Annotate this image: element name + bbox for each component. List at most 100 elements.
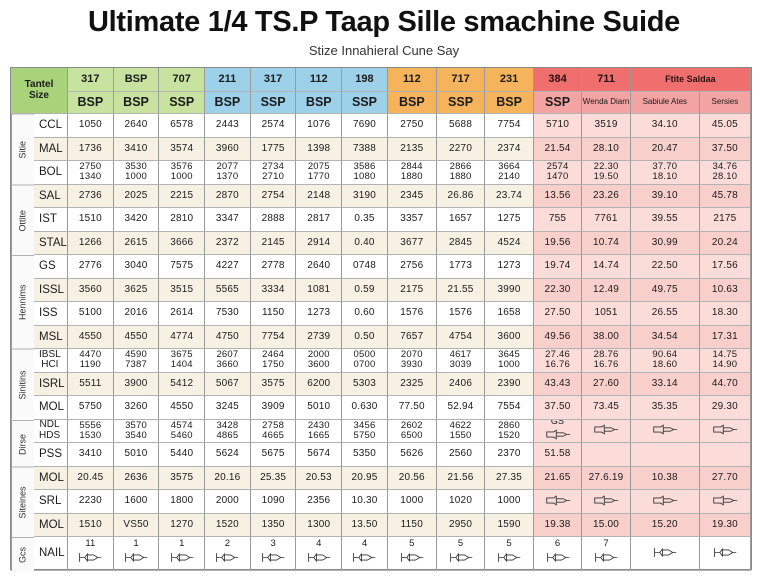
table-cell: 2870 — [205, 184, 251, 208]
table-cell: 6200 — [296, 372, 343, 396]
header-bottom-cell: Sabiule Ates — [630, 92, 700, 114]
table-cell — [582, 490, 631, 514]
table-cell: 19.74 — [533, 255, 583, 279]
table-cell: 7388 — [342, 137, 388, 161]
table-cell: 52.94 — [436, 396, 486, 420]
table-cell: 21.54 — [533, 137, 583, 161]
table-cell: 13.50 — [342, 513, 388, 537]
table-cell — [699, 419, 751, 443]
table-cell: 34.76 28.10 — [699, 161, 751, 185]
table-cell: 0.630 — [342, 396, 388, 420]
table-cell: 3576 1000 — [159, 161, 206, 185]
table-cell: 3357 — [387, 208, 437, 232]
table-cell: 2025 — [113, 184, 160, 208]
table-cell: 2754 — [250, 184, 297, 208]
table-cell: 22.30 — [533, 278, 583, 302]
table-cell: 2614 — [159, 302, 206, 326]
table-cell: 29.30 — [699, 396, 751, 420]
table-cell: 43.43 — [533, 372, 583, 396]
table-cell: 1300 — [296, 513, 343, 537]
table-cell: 2372 — [205, 231, 251, 255]
table-cell: 1736 — [68, 137, 114, 161]
table-cell: 15.20 — [630, 513, 700, 537]
row-label: SRL — [34, 490, 68, 514]
table-cell: 5674 — [296, 443, 343, 467]
header-bottom-cell: SSP — [436, 92, 486, 114]
table-cell: 2374 — [485, 137, 534, 161]
table-cell: 10.38 — [630, 466, 700, 490]
table-cell: 2914 — [296, 231, 343, 255]
table-cell: 2636 — [113, 466, 160, 490]
table-cell: 7575 — [159, 255, 206, 279]
row-label: SAL — [34, 184, 68, 208]
tap-plug-icon — [713, 424, 738, 435]
tap-plug-icon — [545, 429, 570, 440]
table-cell: GS — [533, 419, 583, 443]
table-cell: 1657 — [436, 208, 486, 232]
table-cell — [630, 419, 700, 443]
group-label: Dirse — [11, 419, 34, 467]
table-cell: 1051 — [582, 302, 631, 326]
table-cell: 19.30 — [699, 513, 751, 537]
table-cell: 5350 — [342, 443, 388, 467]
row-label: BOL — [34, 161, 68, 185]
table-cell: 2776 — [68, 255, 114, 279]
table-cell: 1270 — [159, 513, 206, 537]
table-cell: 7690 — [342, 114, 388, 138]
table-cell: 1076 — [296, 114, 343, 138]
tap-plug-icon — [545, 494, 570, 506]
row-label: NDL HDS — [34, 419, 68, 443]
table-cell: 26.86 — [436, 184, 486, 208]
table-cell: 2145 — [250, 231, 297, 255]
table-cell: 14.74 — [582, 255, 631, 279]
table-cell: 7657 — [387, 325, 437, 349]
table-cell: 0748 — [342, 255, 388, 279]
bottom-cell: 6 — [533, 537, 583, 571]
header-bottom-cell: BSP — [68, 92, 114, 114]
table-cell: 27.60 — [582, 372, 631, 396]
table-cell: 45.05 — [699, 114, 751, 138]
table-cell: 3560 — [68, 278, 114, 302]
table-cell: 13.56 — [533, 184, 583, 208]
tap-fitting-icon — [448, 550, 474, 567]
table-cell: 5303 — [342, 372, 388, 396]
bottom-number: 4 — [316, 538, 322, 550]
table-cell: 10.74 — [582, 231, 631, 255]
table-cell: 0.35 — [342, 208, 388, 232]
table-cell: 25.35 — [250, 466, 297, 490]
table-cell: 3625 — [113, 278, 160, 302]
table-cell: 49.75 — [630, 278, 700, 302]
table-cell: 37.50 — [699, 137, 751, 161]
table-cell: 5565 — [205, 278, 251, 302]
table-cell: 1658 — [485, 302, 534, 326]
bottom-cell: 5 — [387, 537, 437, 571]
table-cell: 3675 1404 — [159, 349, 206, 373]
table-cell: 3645 1000 — [485, 349, 534, 373]
header-bottom-cell: BSP — [296, 92, 343, 114]
table-cell: 5511 — [68, 372, 114, 396]
row-label: GS — [34, 255, 68, 279]
tap-fitting-icon — [351, 550, 377, 567]
table-cell: 1510 — [68, 513, 114, 537]
header-bottom-cell: SSP — [342, 92, 388, 114]
tap-plug-icon — [545, 493, 571, 510]
table-cell: 10.63 — [699, 278, 751, 302]
bottom-number: 7 — [603, 538, 609, 550]
table-cell: 3990 — [485, 278, 534, 302]
tap-fitting-icon — [77, 550, 103, 567]
bottom-number: 5 — [506, 538, 512, 550]
table-cell: 90.64 18.60 — [630, 349, 700, 373]
table-cell: 2070 3930 — [387, 349, 437, 373]
table-cell: 23.74 — [485, 184, 534, 208]
table-cell: 2860 1520 — [485, 419, 534, 443]
header-top-cell: 112 — [296, 68, 343, 92]
table-cell: 2888 — [250, 208, 297, 232]
table-cell: 1800 — [159, 490, 206, 514]
table-cell: 1398 — [296, 137, 343, 161]
corner-label-2: Size — [28, 89, 49, 101]
table-cell: 2574 — [250, 114, 297, 138]
table-cell: 7754 — [250, 325, 297, 349]
table-cell: 2215 — [159, 184, 206, 208]
table-cell: 20.47 — [630, 137, 700, 161]
table-cell: 21.56 — [436, 466, 486, 490]
